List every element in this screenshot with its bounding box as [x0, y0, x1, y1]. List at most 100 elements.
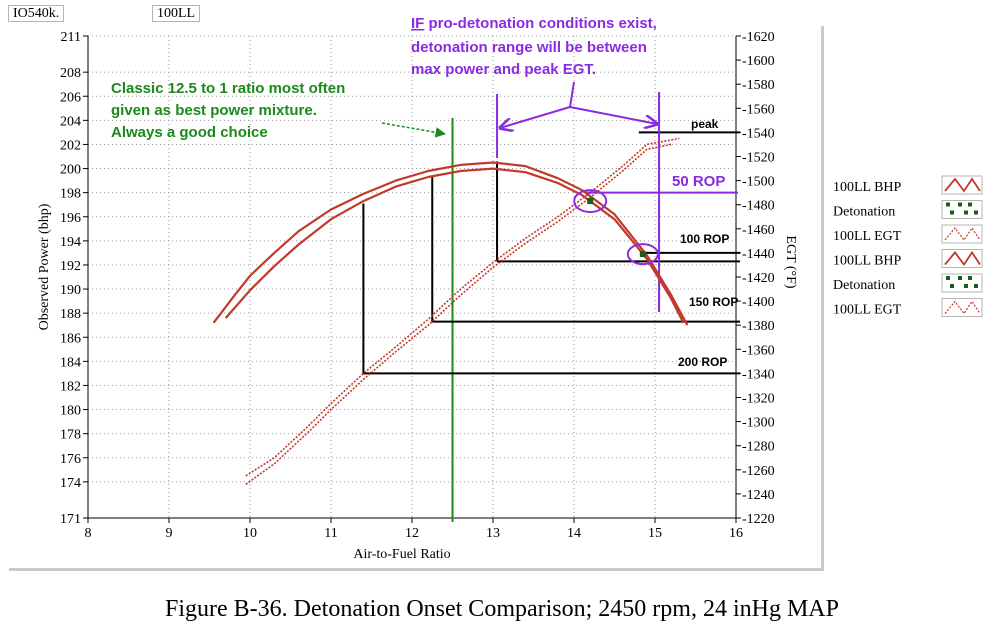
y-tick-label: 208 [60, 66, 81, 81]
detonation-text-line-1: IF pro-detonation conditions exist, [411, 15, 657, 32]
fuel-label: 100LL [152, 5, 201, 22]
y2-tick-label: -1600 [742, 54, 775, 69]
grid [87, 35, 737, 519]
rop-150-label: 150 ROP [689, 295, 738, 309]
legend-line-swatch [944, 226, 981, 242]
y-tick-label: 198 [60, 187, 81, 202]
legend-detonation-dot [950, 210, 954, 215]
y2-tick-label: -1340 [742, 367, 775, 382]
y-axis-title: Observed Power (bhp) [37, 203, 52, 330]
best-power-text-line: Always a good choice [111, 124, 268, 141]
detonation-text-line-2: detonation range will be between [411, 39, 647, 56]
legend-detonation-dot [968, 276, 972, 280]
y2-tick-label: -1220 [742, 512, 775, 527]
detonation-chart: 8 9 10 11 12 13 14 15 16 171 174 176 178 180 182 184 186… [37, 15, 983, 562]
legend-detonation-dot [964, 210, 968, 215]
y2-tick-label: -1500 [742, 175, 775, 190]
legend-label-4: Detonation [833, 278, 895, 293]
y2-tick-label: -1240 [742, 488, 775, 503]
y2-tick-label: -1320 [742, 392, 775, 407]
rop-50-label: 50 ROP [672, 173, 725, 190]
x-tick-label: 10 [243, 526, 257, 541]
legend-label-1: Detonation [833, 205, 895, 220]
y2-axis-title: EGT (°F) [783, 235, 798, 289]
legend-detonation-dot [958, 276, 962, 280]
y-tick-label: 196 [60, 211, 81, 226]
y2-tick-label: -1300 [742, 416, 775, 431]
best-power-text-line: given as best power mixture. [111, 102, 317, 119]
best-power-arrow [381, 122, 447, 138]
x-tick-label: 9 [166, 526, 173, 541]
y-tick-label: 180 [60, 404, 81, 419]
y-tick-label: 190 [60, 283, 81, 298]
x-axis-title: Air-to-Fuel Ratio [353, 547, 450, 562]
reference-lines [362, 92, 740, 522]
x-tick-label: 16 [729, 526, 743, 541]
y2-tick-label: -1380 [742, 319, 775, 334]
legend-detonation-dot [974, 210, 978, 215]
figure-caption: Figure B-36. Detonation Onset Comparison… [165, 596, 839, 622]
legend-line-swatch [944, 177, 981, 193]
legend-line-swatch [944, 300, 981, 315]
x-tick-label: 13 [486, 526, 500, 541]
legend-swatch-box [941, 224, 983, 244]
legend-detonation-dot [958, 202, 962, 207]
rop-100-circle [626, 243, 659, 266]
y-tick-label: 211 [61, 30, 81, 45]
y2-tick-label: -1440 [742, 247, 775, 262]
detonation-text-rest: pro-detonation conditions exist, [424, 15, 657, 32]
y2-tick-label: -1420 [742, 271, 775, 286]
detonation-text-line-3: max power and peak EGT. [411, 61, 596, 78]
legend-detonation-dot [946, 202, 950, 207]
y-tick-label: 178 [60, 428, 81, 443]
legend-detonation-dot [950, 284, 954, 288]
y-tick-label: 192 [60, 259, 81, 274]
y2-tick-label: -1280 [742, 440, 775, 455]
x-tick-label: 11 [324, 526, 337, 541]
y-tick-label: 176 [60, 452, 81, 467]
y2-tick-label: -1520 [742, 151, 775, 166]
peak-label: peak [691, 117, 719, 131]
y-tick-label: 186 [60, 331, 81, 346]
legend-detonation-dot [974, 284, 978, 288]
legend-label-2: 100LL EGT [833, 229, 902, 244]
y-tick-label: 184 [60, 355, 81, 370]
legend-line-swatch [944, 250, 981, 267]
y-tick-label: 204 [60, 114, 81, 129]
legend-detonation-dot [946, 276, 950, 280]
y-tick-label: 188 [60, 307, 81, 322]
y2-tick-label: -1260 [742, 464, 775, 479]
y2-tick-label: -1360 [742, 343, 775, 358]
series-line-2 [245, 137, 680, 477]
legend-swatch-box [941, 298, 983, 317]
annotation-marks [381, 81, 659, 266]
y-tick-label: 182 [60, 379, 81, 394]
detonation-point [639, 251, 646, 258]
x-tick-label: 12 [405, 526, 419, 541]
engine-label: IO540k. [8, 5, 65, 22]
legend: 100LL BHP Detonation 100LL EGT 100LL BHP Det… [833, 175, 983, 318]
y-tick-label: 202 [60, 138, 81, 153]
y-tick-label: 194 [60, 235, 81, 250]
y2-tick-label: -1580 [742, 78, 775, 93]
rop-50-circle [573, 189, 608, 214]
arrow-to-max-power [500, 106, 571, 128]
rop-200-label: 200 ROP [678, 355, 727, 369]
legend-label-0: 100LL BHP [833, 180, 902, 195]
y-tick-label: 206 [60, 90, 81, 105]
legend-detonation-dot [968, 202, 972, 207]
y-tick-label: 174 [60, 476, 81, 491]
y2-tick-label: -1560 [742, 102, 775, 117]
series-line-3 [245, 143, 672, 485]
x-tick-label: 14 [567, 526, 581, 541]
x-tick-label: 15 [648, 526, 662, 541]
x-tick-label: 8 [85, 526, 92, 541]
legend-label-5: 100LL EGT [833, 303, 902, 318]
arrow-to-peak-egt [569, 106, 657, 124]
series-line-0 [212, 161, 689, 326]
series-layer [212, 137, 689, 485]
series-line-1 [224, 167, 685, 324]
chart-panel [9, 26, 824, 571]
detonation-point [587, 198, 594, 205]
best-power-text-line: Classic 12.5 to 1 ratio most often [111, 80, 345, 97]
